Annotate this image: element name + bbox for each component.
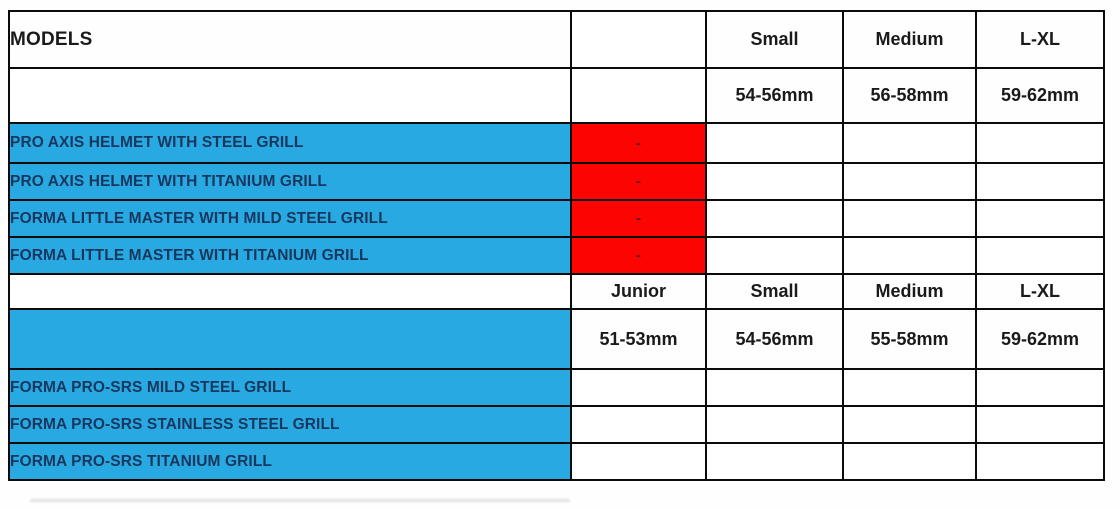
empty-cell xyxy=(975,405,1105,444)
size-range-junior: 51-53mm xyxy=(570,308,707,370)
model-name-cell: PRO AXIS HELMET WITH TITANIUM GRILL xyxy=(8,162,572,201)
size-range-small: 54-56mm xyxy=(705,308,844,370)
spacer-cell xyxy=(570,10,707,69)
empty-cell xyxy=(975,368,1105,407)
empty-cell xyxy=(842,236,977,275)
empty-cell xyxy=(705,236,844,275)
empty-cell xyxy=(570,67,707,124)
table-row: PRO AXIS HELMET WITH TITANIUM GRILL - xyxy=(8,162,1105,201)
empty-cell xyxy=(705,162,844,201)
size-header-small: Small xyxy=(705,10,844,69)
empty-cell xyxy=(842,405,977,444)
empty-cell xyxy=(975,236,1105,275)
size-header-lxl: L-XL xyxy=(975,273,1105,310)
models-header-cell: MODELS xyxy=(8,10,572,69)
size-header-medium: Medium xyxy=(842,10,977,69)
model-name-cell: FORMA PRO-SRS STAINLESS STEEL GRILL xyxy=(8,405,572,444)
empty-cell xyxy=(842,162,977,201)
empty-cell xyxy=(975,442,1105,481)
size-range-lxl: 59-62mm xyxy=(975,308,1105,370)
empty-cell xyxy=(570,405,707,444)
unavailable-cell: - xyxy=(570,122,707,164)
size-range-lxl: 59-62mm xyxy=(975,67,1105,124)
model-name-cell: FORMA PRO-SRS MILD STEEL GRILL xyxy=(8,368,572,407)
empty-cell xyxy=(570,442,707,481)
empty-cell xyxy=(842,122,977,164)
table-row: Junior Small Medium L-XL xyxy=(8,273,1105,310)
size-header-medium: Medium xyxy=(842,273,977,310)
empty-cell xyxy=(705,199,844,238)
size-header-junior: Junior xyxy=(570,273,707,310)
size-range-medium: 55-58mm xyxy=(842,308,977,370)
size-range-small: 54-56mm xyxy=(705,67,844,124)
empty-cell xyxy=(842,199,977,238)
empty-cell xyxy=(842,442,977,481)
table-row: MODELS Small Medium L-XL xyxy=(8,10,1105,69)
scan-artifact-line xyxy=(30,499,570,502)
table-row: 54-56mm 56-58mm 59-62mm xyxy=(8,67,1105,124)
model-name-cell: FORMA PRO-SRS TITANIUM GRILL xyxy=(8,442,572,481)
empty-cell xyxy=(705,405,844,444)
unavailable-cell: - xyxy=(570,162,707,201)
blue-spacer-cell xyxy=(8,308,572,370)
model-name-cell: FORMA LITTLE MASTER WITH TITANIUM GRILL xyxy=(8,236,572,275)
empty-cell xyxy=(975,199,1105,238)
unavailable-cell: - xyxy=(570,199,707,238)
empty-cell xyxy=(8,273,572,310)
table-row: FORMA LITTLE MASTER WITH MILD STEEL GRIL… xyxy=(8,199,1105,238)
empty-cell xyxy=(8,67,572,124)
unavailable-cell: - xyxy=(570,236,707,275)
table-row: FORMA LITTLE MASTER WITH TITANIUM GRILL … xyxy=(8,236,1105,275)
model-name-cell: PRO AXIS HELMET WITH STEEL GRILL xyxy=(8,122,572,164)
table-row: 51-53mm 54-56mm 55-58mm 59-62mm xyxy=(8,308,1105,370)
size-header-lxl: L-XL xyxy=(975,10,1105,69)
empty-cell xyxy=(705,368,844,407)
table-row: FORMA PRO-SRS STAINLESS STEEL GRILL xyxy=(8,405,1105,444)
size-header-small: Small xyxy=(705,273,844,310)
size-range-medium: 56-58mm xyxy=(842,67,977,124)
helmet-size-chart-table: MODELS Small Medium L-XL 54-56mm 56-58mm… xyxy=(8,10,1105,481)
table-row: FORMA PRO-SRS MILD STEEL GRILL xyxy=(8,368,1105,407)
table-row: FORMA PRO-SRS TITANIUM GRILL xyxy=(8,442,1105,481)
empty-cell xyxy=(705,442,844,481)
table-row: PRO AXIS HELMET WITH STEEL GRILL - xyxy=(8,122,1105,164)
empty-cell xyxy=(842,368,977,407)
empty-cell xyxy=(975,122,1105,164)
model-name-cell: FORMA LITTLE MASTER WITH MILD STEEL GRIL… xyxy=(8,199,572,238)
empty-cell xyxy=(705,122,844,164)
empty-cell xyxy=(570,368,707,407)
empty-cell xyxy=(975,162,1105,201)
